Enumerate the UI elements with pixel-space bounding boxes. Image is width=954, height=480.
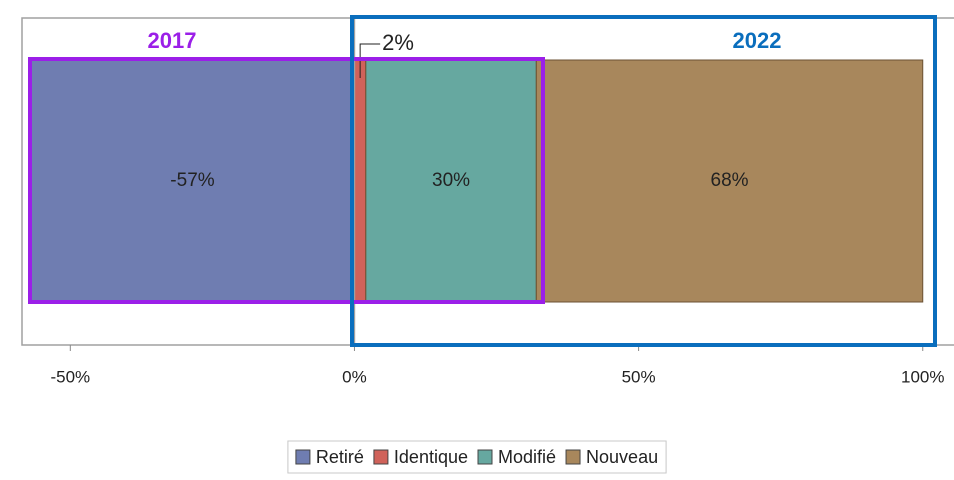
legend-label: Modifié [498, 447, 556, 467]
legend-label: Identique [394, 447, 468, 467]
x-tick-label: 100% [901, 367, 944, 386]
legend-swatch [565, 449, 581, 465]
legend-swatch [477, 449, 493, 465]
x-tick-label: -50% [50, 367, 90, 386]
x-tick-label: 50% [622, 367, 656, 386]
annotation: 2022 [733, 28, 782, 53]
annotation: 2017 [148, 28, 197, 53]
leader-line [359, 43, 381, 78]
bar-segment [30, 59, 355, 303]
data-label: -57% [170, 170, 214, 191]
bar-segment [353, 59, 367, 303]
x-tick-label: 0% [342, 367, 367, 386]
legend: Retiré Identique Modifié Nouveau [287, 440, 667, 474]
data-label: 2% [382, 30, 414, 55]
legend-swatch [373, 449, 389, 465]
plot-area: -50% 0% 50% 100% -57% 2% 30% 68% [21, 17, 954, 386]
highlight-box-2022 [350, 15, 937, 347]
legend-label: Retiré [316, 447, 364, 467]
legend-box [287, 440, 667, 474]
legend-swatch [295, 449, 311, 465]
highlight-box-2017 [28, 57, 545, 304]
data-label: 68% [711, 170, 749, 191]
bar-segment [535, 59, 924, 303]
legend-label: Nouveau [586, 447, 658, 467]
data-label: 30% [432, 170, 470, 191]
